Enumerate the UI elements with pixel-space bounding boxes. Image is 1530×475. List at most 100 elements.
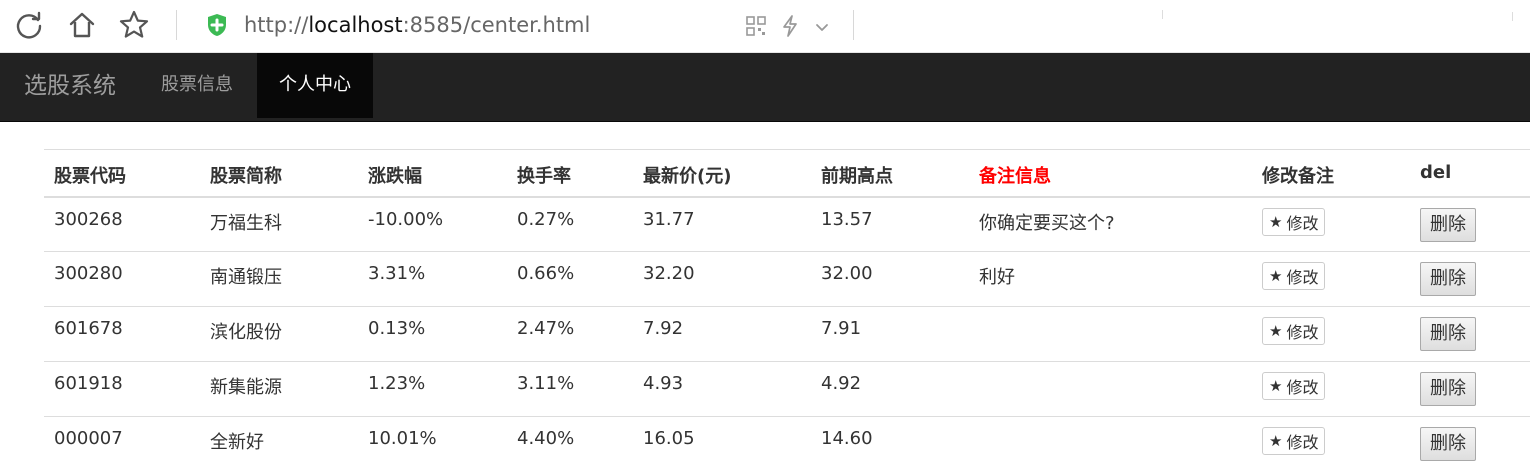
edit-remark-label: 修改 — [1286, 213, 1319, 233]
delete-button[interactable]: 删除 — [1420, 372, 1476, 406]
refresh-icon[interactable] — [12, 8, 46, 42]
cell-latest-price: 7.92 — [633, 306, 811, 362]
edit-remark-label: 修改 — [1286, 323, 1319, 342]
cell-stock-code: 601918 — [44, 361, 200, 417]
cell-remark — [969, 361, 1252, 417]
cell-stock-name: 滨化股份 — [200, 306, 358, 362]
cell-stock-code: 601678 — [44, 306, 200, 362]
top-navbar: 选股系统 股票信息 个人中心 — [0, 53, 1530, 122]
cell-stock-name: 全新好 — [200, 416, 358, 472]
toolbar-divider — [853, 10, 854, 40]
header-remark: 备注信息 — [969, 149, 1252, 198]
cell-previous-high: 14.60 — [811, 416, 969, 472]
edit-remark-label: 修改 — [1286, 378, 1319, 397]
table-row: 300280 南通锻压 3.31% 0.66% 32.20 32.00 利好 ★ 修改 删除 — [44, 251, 1530, 307]
cell-remark: 利好 — [969, 251, 1252, 307]
cell-delete: 删除 — [1410, 361, 1530, 417]
cell-edit-remark: ★ 修改 — [1252, 306, 1410, 362]
header-delete: del — [1410, 149, 1530, 198]
star-icon: ★ — [1269, 432, 1283, 450]
bookmark-star-icon[interactable] — [117, 8, 151, 42]
cell-previous-high: 32.00 — [811, 251, 969, 307]
cell-remark — [969, 416, 1252, 472]
nav-item-stock-info[interactable]: 股票信息 — [161, 74, 233, 95]
cell-previous-high: 13.57 — [821, 208, 873, 230]
cell-turnover: 0.66% — [507, 251, 633, 307]
header-stock-code: 股票代码 — [44, 149, 200, 198]
cell-turnover: 3.11% — [507, 361, 633, 417]
toolbar-mark — [1162, 10, 1163, 19]
cell-edit-remark: ★ 修改 — [1252, 251, 1410, 307]
delete-button[interactable]: 删除 — [1420, 207, 1476, 242]
table-row: 000007 全新好 10.01% 4.40% 16.05 14.60 ★ 修改 删除 — [44, 416, 1530, 472]
cell-stock-code: 300268 — [54, 208, 123, 230]
url-path: :8585/center.html — [402, 13, 591, 37]
cell-edit-remark: ★ 修改 — [1252, 361, 1410, 417]
cell-remark: 你确定要买这个? — [979, 212, 1115, 234]
table-body: 300268 万福生科 -10.00% 0.27% 31.77 13.57 你确定要买这个?… — [44, 197, 1530, 472]
qr-code-icon[interactable] — [746, 16, 766, 36]
cell-previous-high: 4.92 — [811, 361, 969, 417]
address-bar[interactable]: http://localhost:8585/center.html — [244, 12, 590, 38]
url-scheme: http:// — [244, 13, 309, 37]
nav-item-personal-center[interactable]: 个人中心 — [257, 53, 373, 118]
header-latest-price: 最新价(元) — [633, 149, 811, 198]
cell-delete: 删除 — [1410, 251, 1530, 307]
edit-remark-button[interactable]: ★ 修改 — [1262, 262, 1326, 290]
url-host: localhost — [308, 13, 403, 37]
edit-remark-label: 修改 — [1286, 433, 1319, 452]
cell-stock-name: 南通锻压 — [200, 251, 358, 307]
cell-previous-high: 7.91 — [811, 306, 969, 362]
star-icon: ★ — [1269, 267, 1283, 285]
delete-button[interactable]: 删除 — [1420, 317, 1476, 351]
header-previous-high: 前期高点 — [811, 149, 969, 198]
cell-latest-price: 32.20 — [633, 251, 811, 307]
cell-remark — [969, 306, 1252, 362]
toolbar-mark — [1512, 12, 1513, 21]
star-icon: ★ — [1269, 322, 1283, 340]
delete-button[interactable]: 删除 — [1420, 427, 1476, 461]
edit-remark-button[interactable]: ★ 修改 — [1262, 317, 1326, 345]
cell-change-pct: 3.31% — [358, 251, 507, 307]
cell-delete: 删除 — [1410, 416, 1530, 472]
table-header-row: 股票代码 股票简称 涨跌幅 换手率 最新价(元) 前期高点 备注信息 修改备注 del — [44, 149, 1530, 198]
chevron-down-icon[interactable] — [813, 18, 831, 36]
cell-change-pct: 10.01% — [358, 416, 507, 472]
stock-table: 股票代码 股票简称 涨跌幅 换手率 最新价(元) 前期高点 备注信息 修改备注 del 3002… — [44, 149, 1530, 472]
edit-remark-button[interactable]: ★ 修改 — [1262, 427, 1326, 455]
cell-change-pct: 1.23% — [358, 361, 507, 417]
brand-logo-text[interactable]: 选股系统 — [24, 73, 116, 99]
delete-button[interactable]: 删除 — [1420, 262, 1476, 296]
cell-turnover: 0.27% — [517, 208, 575, 230]
cell-turnover: 2.47% — [507, 306, 633, 362]
cell-stock-code: 300280 — [44, 251, 200, 307]
cell-stock-name: 万福生科 — [210, 212, 282, 234]
cell-delete: 删除 — [1410, 197, 1530, 252]
browser-toolbar: http://localhost:8585/center.html — [0, 0, 1530, 53]
star-icon: ★ — [1269, 212, 1283, 231]
table-row: 601918 新集能源 1.23% 3.11% 4.93 4.92 ★ 修改 删除 — [44, 361, 1530, 417]
header-turnover: 换手率 — [507, 149, 633, 198]
header-edit-remark: 修改备注 — [1252, 149, 1410, 198]
star-icon: ★ — [1269, 377, 1283, 395]
home-icon[interactable] — [65, 8, 99, 42]
header-change-pct: 涨跌幅 — [358, 149, 507, 198]
cell-latest-price: 16.05 — [633, 416, 811, 472]
cell-latest-price: 4.93 — [633, 361, 811, 417]
cell-edit-remark: ★ 修改 — [1252, 197, 1410, 252]
cell-delete: 删除 — [1410, 306, 1530, 362]
edit-remark-button[interactable]: ★ 修改 — [1262, 207, 1326, 236]
secure-shield-icon — [206, 13, 228, 37]
toolbar-divider — [176, 10, 177, 40]
cell-edit-remark: ★ 修改 — [1252, 416, 1410, 472]
edit-remark-button[interactable]: ★ 修改 — [1262, 372, 1326, 400]
cell-stock-name: 新集能源 — [200, 361, 358, 417]
cell-turnover: 4.40% — [507, 416, 633, 472]
header-stock-name: 股票简称 — [200, 149, 358, 198]
cell-latest-price: 31.77 — [643, 208, 695, 230]
cell-stock-code: 000007 — [44, 416, 200, 472]
cell-change-pct: 0.13% — [358, 306, 507, 362]
cell-change-pct: -10.00% — [368, 208, 444, 230]
table-row: 601678 滨化股份 0.13% 2.47% 7.92 7.91 ★ 修改 删除 — [44, 306, 1530, 362]
lightning-icon[interactable] — [779, 14, 801, 38]
